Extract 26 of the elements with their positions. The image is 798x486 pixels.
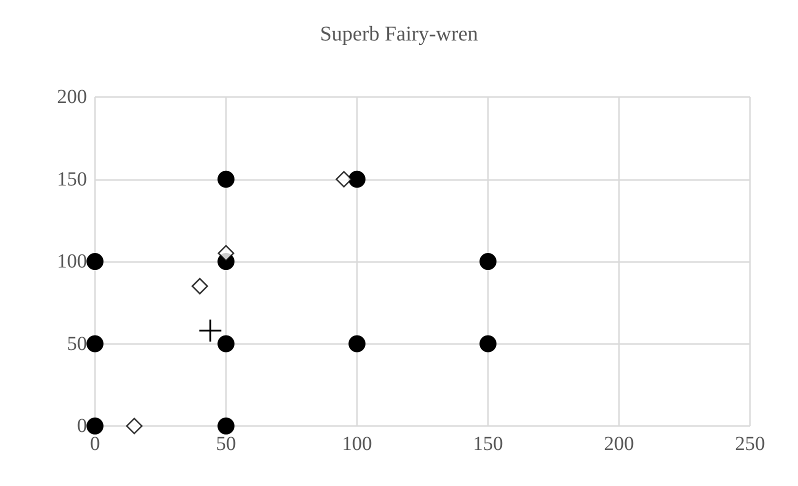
x-tick-label: 50 bbox=[216, 433, 236, 455]
y-tick-label: 50 bbox=[67, 332, 87, 355]
point bbox=[218, 418, 234, 434]
point bbox=[126, 418, 143, 434]
point bbox=[348, 335, 366, 352]
x-tick-label: 150 bbox=[473, 433, 503, 455]
point bbox=[86, 335, 104, 352]
y-tick-label: 200 bbox=[57, 86, 87, 108]
y-tick-label: 100 bbox=[57, 250, 87, 272]
y-tick-label: 0 bbox=[77, 415, 87, 437]
point bbox=[336, 171, 352, 188]
point bbox=[480, 253, 496, 270]
point bbox=[218, 245, 234, 262]
point bbox=[480, 335, 496, 352]
point bbox=[86, 253, 104, 270]
point bbox=[86, 418, 104, 434]
point bbox=[218, 170, 234, 188]
point bbox=[348, 170, 366, 188]
x-tick-label: 100 bbox=[342, 433, 372, 455]
y-tick-label: 150 bbox=[57, 168, 87, 190]
point bbox=[199, 320, 222, 342]
x-tick-label: 200 bbox=[604, 433, 634, 455]
x-tick-label: 250 bbox=[735, 433, 765, 455]
point bbox=[192, 278, 208, 294]
point bbox=[218, 335, 234, 352]
chart-title: Superb Fairy-wren bbox=[320, 22, 479, 46]
